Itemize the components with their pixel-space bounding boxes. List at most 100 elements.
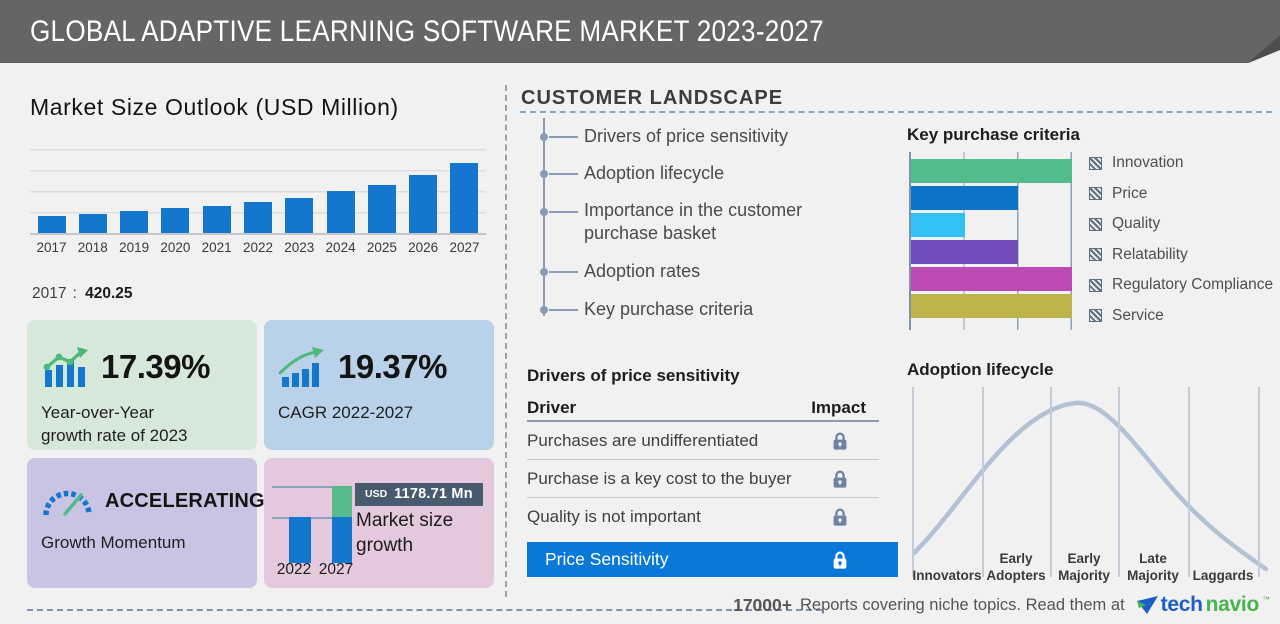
lifecycle-gridline bbox=[1050, 387, 1052, 577]
criteria-bar-service bbox=[911, 294, 1072, 318]
cagr-growth-icon bbox=[278, 347, 324, 387]
legend-label: Quality bbox=[1112, 215, 1161, 233]
hatched-swatch-icon bbox=[1089, 248, 1102, 262]
currency-label: USD bbox=[365, 488, 388, 500]
footer: 17000+ Reports covering niche topics. Re… bbox=[733, 593, 1270, 617]
legend-item: Quality bbox=[1089, 209, 1273, 240]
legend-label: Relatability bbox=[1112, 245, 1188, 263]
x-tick-2017: 2017 bbox=[36, 240, 67, 255]
stage-label-early-majority: Early Majority bbox=[1058, 551, 1110, 584]
customer-landscape-title: CUSTOMER LANDSCAPE bbox=[521, 87, 784, 109]
mini-bar-2022 bbox=[289, 517, 311, 563]
market-bar-2019 bbox=[120, 211, 149, 233]
table-header-row: Driver Impact bbox=[527, 396, 879, 422]
market-bar-2018 bbox=[78, 214, 107, 233]
yoy-value: 17.39% bbox=[101, 348, 210, 385]
driver-label: Purchases are undifferentiated bbox=[527, 430, 759, 450]
bottom-dashed-divider bbox=[27, 609, 822, 611]
base-year-value: 2017: 420.25 bbox=[32, 285, 133, 303]
cagr-card: 19.37% CAGR 2022-2027 bbox=[264, 320, 494, 450]
criteria-bar-innovation bbox=[911, 159, 1072, 183]
legend-label: Innovation bbox=[1112, 154, 1184, 172]
hatched-swatch-icon bbox=[1089, 217, 1102, 231]
speedometer-icon bbox=[43, 490, 92, 516]
legend-item: Price bbox=[1089, 179, 1273, 210]
cagr-value: 19.37% bbox=[338, 348, 447, 385]
stage-label-innovators: Innovators bbox=[912, 568, 982, 584]
customer-landscape-list: Drivers of price sensitivity Adoption lif… bbox=[540, 118, 883, 324]
x-tick-2024: 2024 bbox=[325, 240, 356, 255]
brand-name-navio: navio bbox=[1205, 593, 1260, 616]
list-connector-line bbox=[549, 309, 578, 311]
market-bar-2023 bbox=[285, 198, 314, 233]
driver-row: Quality is not important bbox=[527, 498, 879, 536]
technavio-arrow-icon bbox=[1136, 595, 1158, 614]
market-bar-2026 bbox=[409, 175, 438, 233]
adoption-lifecycle-chart: Innovators Early Adopters Early Majority Late… bbox=[908, 387, 1274, 587]
list-bullet-dot bbox=[540, 208, 548, 216]
x-tick-2023: 2023 bbox=[284, 240, 315, 255]
legend-item: Regulatory Compliance bbox=[1089, 270, 1273, 301]
usd-amount-badge: USD 1178.71 Mn bbox=[355, 483, 483, 506]
list-connector-line bbox=[549, 173, 578, 175]
lifecycle-gridline bbox=[1118, 387, 1120, 577]
list-bullet-dot bbox=[540, 306, 548, 314]
growth-amount: 1178.71 Mn bbox=[394, 486, 473, 502]
impact-column-header: Impact bbox=[811, 398, 866, 417]
brand-name-tech: tech bbox=[1160, 593, 1203, 616]
lifecycle-gridline bbox=[912, 387, 914, 577]
lifecycle-gridline bbox=[1258, 387, 1260, 577]
x-tick-2027: 2027 bbox=[449, 240, 480, 255]
market-bar-2024 bbox=[326, 191, 355, 233]
lock-icon bbox=[833, 432, 847, 450]
footer-text: Reports covering niche topics. Read them… bbox=[799, 595, 1125, 614]
legend-item: Innovation bbox=[1089, 148, 1273, 179]
market-bar-2027 bbox=[450, 163, 479, 233]
mini-bar-2027 bbox=[332, 486, 352, 563]
trademark-mark: ™ bbox=[1262, 595, 1270, 604]
x-tick-2026: 2026 bbox=[408, 240, 439, 255]
base-year-amount: 420.25 bbox=[85, 285, 133, 302]
landscape-item-label: Drivers of price sensitivity bbox=[584, 126, 789, 147]
market-growth-card: 2022 2027 USD 1178.71 Mn Market size gro… bbox=[264, 458, 494, 588]
page-title: GLOBAL ADAPTIVE LEARNING SOFTWARE MARKET… bbox=[30, 14, 824, 48]
landscape-item-label: Adoption lifecycle bbox=[584, 163, 725, 184]
legend-label: Regulatory Compliance bbox=[1112, 276, 1274, 294]
stage-label-laggards: Laggards bbox=[1192, 568, 1254, 584]
momentum-card: ACCELERATING Growth Momentum bbox=[27, 458, 265, 588]
hatched-swatch-icon bbox=[1089, 187, 1102, 201]
market-bar-2021 bbox=[202, 206, 231, 233]
market-bar-2020 bbox=[161, 208, 190, 233]
mini-year-start: 2022 bbox=[276, 561, 312, 578]
technavio-logo[interactable]: tech navio ™ bbox=[1136, 593, 1270, 617]
criteria-bar-quality bbox=[911, 213, 965, 237]
x-tick-2019: 2019 bbox=[119, 240, 150, 255]
lock-icon bbox=[833, 508, 847, 526]
list-bullet-dot bbox=[540, 170, 548, 178]
driver-label: Quality is not important bbox=[527, 507, 701, 526]
separator: : bbox=[72, 285, 77, 302]
hatched-swatch-icon bbox=[1089, 156, 1102, 170]
mini-year-end: 2027 bbox=[318, 561, 354, 578]
legend-item: Relatability bbox=[1089, 240, 1273, 271]
driver-label: Purchase is a key cost to the buyer bbox=[527, 468, 792, 488]
key-purchase-criteria-chart bbox=[909, 152, 1072, 330]
hatched-swatch-icon bbox=[1089, 278, 1102, 292]
x-tick-2025: 2025 bbox=[366, 240, 397, 255]
key-purchase-criteria-legend: Innovation Price Quality Relatability Regula… bbox=[1089, 148, 1273, 331]
legend-item: Service bbox=[1089, 301, 1273, 332]
price-sensitivity-highlight-row: Price Sensitivity bbox=[527, 542, 898, 577]
list-bullet-dot bbox=[540, 133, 548, 141]
market-growth-mini-chart bbox=[272, 486, 358, 563]
price-sensitivity-table: Driver Impact Purchases are undifferenti… bbox=[527, 396, 898, 577]
criteria-bar-regulatory-compliance bbox=[911, 267, 1072, 291]
criteria-bar-relatability bbox=[911, 240, 1018, 264]
market-bar-2025 bbox=[367, 185, 396, 233]
lifecycle-gridline bbox=[1188, 387, 1190, 577]
list-connector-line bbox=[549, 271, 578, 273]
market-size-title: Market Size Outlook (USD Million) bbox=[30, 94, 399, 120]
x-tick-2022: 2022 bbox=[242, 240, 273, 255]
stage-label-early-adopters: Early Adopters bbox=[986, 551, 1046, 584]
yoy-growth-card: 17.39% Year-over-Year growth rate of 202… bbox=[27, 320, 257, 450]
price-sensitivity-label: Price Sensitivity bbox=[545, 549, 669, 569]
